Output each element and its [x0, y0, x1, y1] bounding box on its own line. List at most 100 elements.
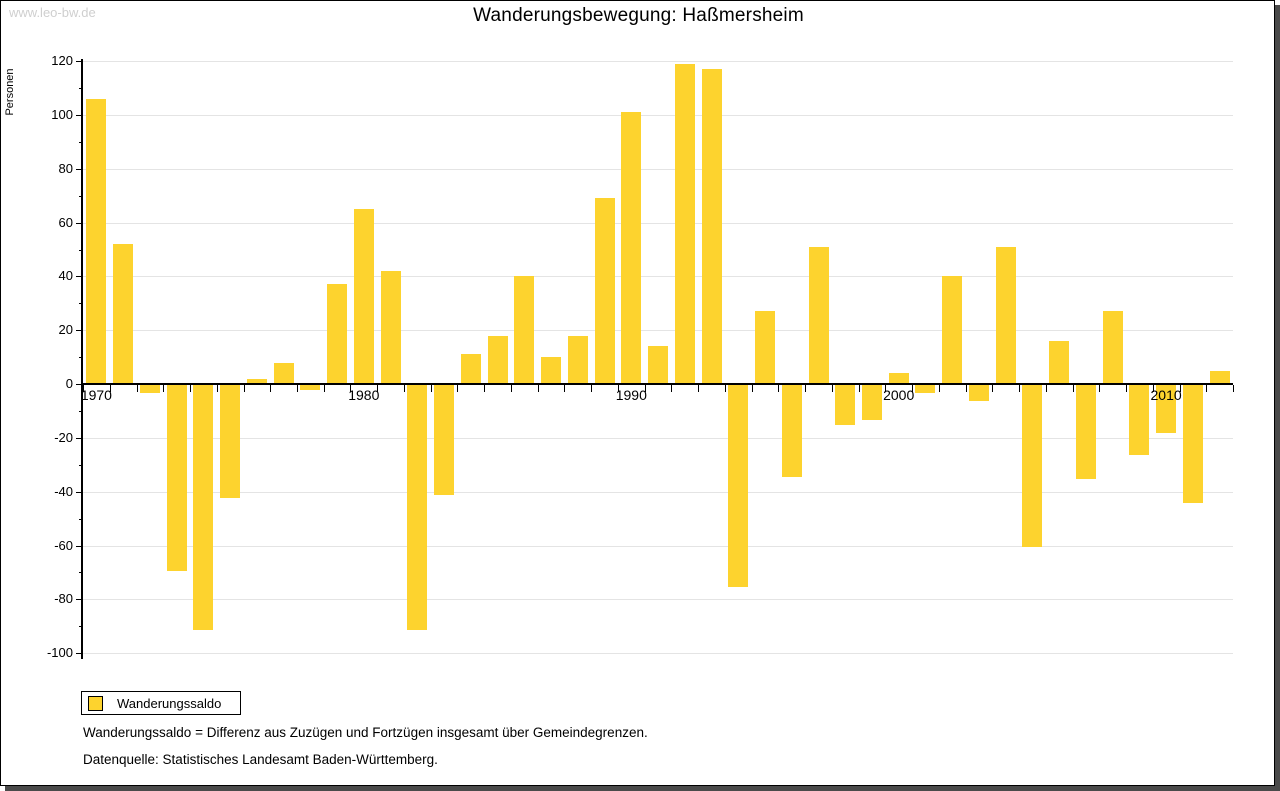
bar-1988 — [567, 335, 588, 384]
y-axis-line — [81, 59, 83, 659]
x-tick-19 — [591, 385, 593, 392]
bar-1990 — [621, 112, 642, 384]
bar-2003 — [968, 385, 989, 402]
gridline--100 — [83, 653, 1233, 655]
x-tick-28 — [831, 385, 833, 392]
x-tick-1 — [109, 385, 111, 392]
y-tick-label-100: 100 — [51, 106, 73, 122]
gridline--20 — [83, 437, 1233, 439]
x-tick-2 — [136, 385, 138, 392]
y-tick-100 — [76, 114, 83, 116]
bar-1978 — [300, 385, 321, 391]
y-tick--100 — [76, 653, 83, 655]
y-tick-80 — [76, 168, 83, 170]
x-tick-34 — [992, 385, 994, 392]
chart-title: Wanderungsbewegung: Haßmersheim — [473, 5, 804, 26]
x-tick-label-2010: 2010 — [1150, 387, 1182, 403]
x-tick-39 — [1126, 385, 1127, 392]
gridline-40 — [83, 276, 1233, 278]
y-tick--80 — [76, 599, 83, 601]
gridline-80 — [83, 168, 1233, 170]
x-tick-26 — [778, 385, 780, 392]
y-tick-20 — [76, 330, 83, 332]
bar-1980 — [353, 209, 374, 384]
bar-2009 — [1129, 385, 1150, 455]
y-tick-0 — [76, 384, 83, 385]
bar-1993 — [701, 69, 722, 384]
y-tick-label--40: -40 — [54, 483, 73, 499]
bar-1992 — [674, 63, 695, 384]
x-tick-8 — [297, 385, 298, 392]
x-tick-0 — [83, 385, 84, 392]
bar-2004 — [995, 246, 1016, 384]
x-tick-42 — [1206, 385, 1208, 392]
bar-1989 — [594, 198, 615, 384]
x-tick-label-1980: 1980 — [348, 387, 380, 403]
x-tick-31 — [912, 385, 914, 392]
y-tick-label-120: 120 — [51, 53, 73, 69]
y-tick--20 — [76, 437, 83, 439]
x-tick-18 — [564, 385, 566, 392]
bar-1994 — [728, 385, 749, 587]
bar-1998 — [835, 385, 856, 426]
bar-1971 — [113, 244, 134, 384]
x-tick-12 — [403, 385, 405, 392]
x-tick-14 — [457, 385, 459, 392]
x-tick-9 — [323, 385, 325, 392]
bar-1977 — [273, 362, 294, 384]
footnote-source: Datenquelle: Statistisches Landesamt Bad… — [83, 752, 438, 767]
x-tick-7 — [270, 385, 272, 392]
x-tick-32 — [938, 385, 940, 392]
x-tick-label-1990: 1990 — [615, 387, 647, 403]
bar-2010 — [1156, 385, 1177, 434]
x-tick-10 — [350, 385, 352, 392]
bar-2008 — [1102, 311, 1123, 384]
gridline--80 — [83, 599, 1233, 601]
x-tick-40 — [1152, 385, 1154, 392]
x-tick-13 — [430, 385, 432, 392]
bar-2011 — [1182, 385, 1203, 504]
legend-swatch-icon — [88, 695, 103, 711]
x-tick-29 — [858, 385, 860, 392]
x-tick-20 — [617, 385, 619, 392]
bar-2007 — [1075, 385, 1096, 480]
bar-1970 — [86, 98, 107, 384]
bar-1991 — [648, 346, 668, 384]
bar-2012 — [1209, 370, 1230, 384]
x-tick-36 — [1045, 385, 1047, 392]
bar-1997 — [808, 246, 829, 384]
bar-2005 — [1022, 385, 1043, 547]
x-tick-17 — [537, 385, 539, 392]
x-tick-23 — [698, 385, 700, 392]
x-tick-43 — [1233, 385, 1234, 392]
y-tick-label-0: 0 — [65, 376, 73, 391]
x-tick-21 — [644, 385, 646, 392]
x-tick-35 — [1019, 385, 1020, 392]
bar-1974 — [193, 385, 214, 630]
bar-1985 — [487, 335, 508, 384]
bar-1987 — [541, 357, 561, 384]
bar-1981 — [380, 271, 401, 384]
bar-1996 — [781, 385, 802, 477]
y-tick-label-40: 40 — [58, 268, 73, 284]
y-tick-40 — [76, 276, 83, 278]
bar-1986 — [514, 276, 535, 384]
gridline-60 — [83, 222, 1233, 224]
bar-1995 — [755, 311, 775, 384]
gridline--40 — [83, 491, 1233, 493]
x-tick-15 — [484, 385, 486, 392]
bar-1975 — [220, 385, 241, 498]
y-tick-label-80: 80 — [58, 160, 73, 176]
footnote-definition: Wanderungssaldo = Differenz aus Zuzügen … — [83, 725, 648, 740]
x-tick-24 — [724, 385, 726, 392]
x-tick-6 — [243, 385, 245, 392]
y-tick-label--20: -20 — [54, 429, 73, 445]
x-tick-27 — [805, 385, 807, 392]
y-tick-label-60: 60 — [58, 214, 73, 230]
bar-1972 — [139, 385, 160, 394]
x-tick-38 — [1099, 385, 1101, 392]
bar-2002 — [942, 276, 963, 384]
x-tick-30 — [885, 385, 887, 392]
gridline-100 — [83, 114, 1233, 116]
